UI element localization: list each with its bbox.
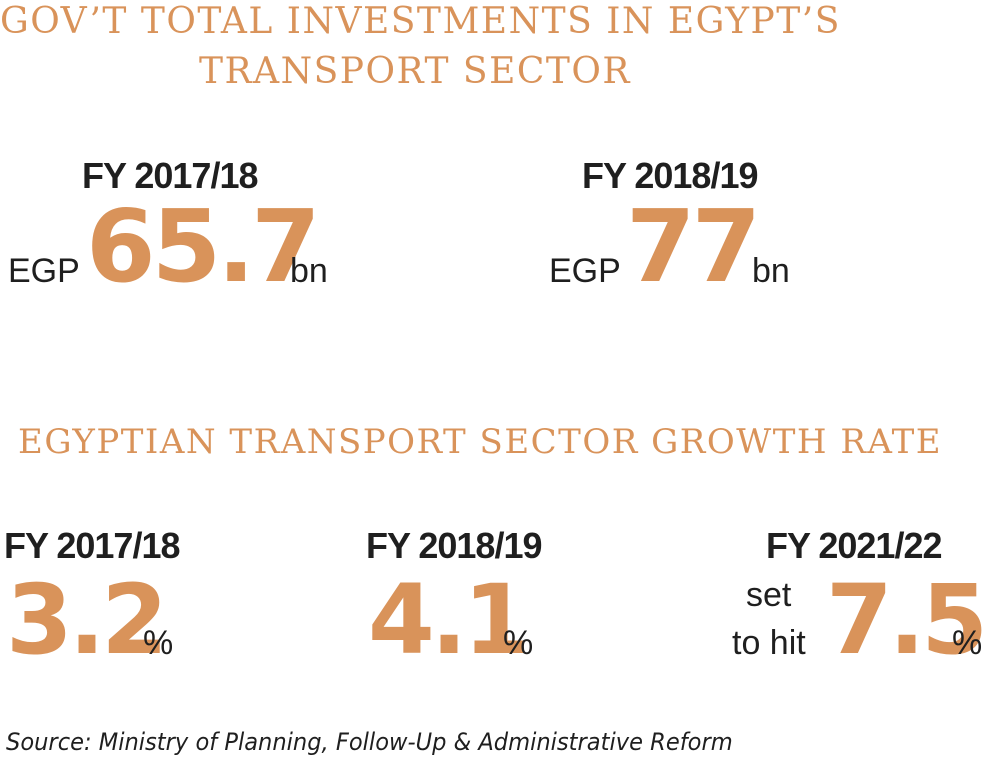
growth-note-to-hit: to hit [732,624,806,662]
investment-fy-label: FY 2017/18 [82,155,258,196]
growth-note-set: set [746,576,792,614]
growth-value: 7.5 [826,564,988,676]
investments-title-line2: TRANSPORT SECTOR [198,51,632,92]
investment-value: 77 [626,188,761,305]
growth-fy-label: FY 2021/22 [766,525,942,566]
growth-title: EGYPTIAN TRANSPORT SECTOR GROWTH RATE [18,422,943,462]
growth-fy-label: FY 2018/19 [366,525,542,566]
growth-percent: % [503,624,534,662]
growth-value: 4.1 [368,564,530,676]
investment-unit: bn [752,252,790,290]
growth-value: 3.2 [6,564,168,676]
growth-fy-label: FY 2017/18 [4,525,180,566]
investment-unit: bn [290,252,328,290]
source-note: Source: Ministry of Planning, Follow-Up … [6,728,733,756]
investment-currency: EGP [549,252,621,290]
investment-value: 65.7 [86,188,321,305]
investment-currency: EGP [8,252,80,290]
growth-percent: % [952,624,983,662]
growth-percent: % [143,624,174,662]
investment-fy-label: FY 2018/19 [582,155,758,196]
investments-title-line1: GOV’T TOTAL INVESTMENTS IN EGYPT’S [0,1,841,42]
